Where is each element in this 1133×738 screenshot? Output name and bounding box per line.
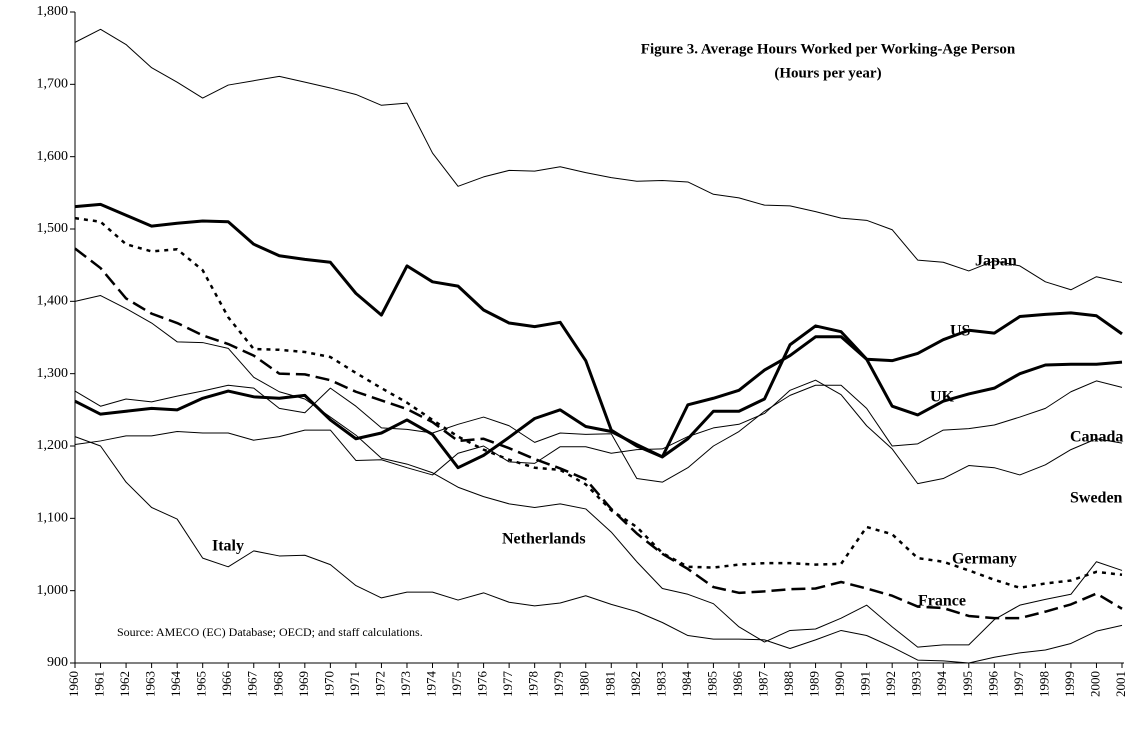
x-tick-label: 1976: [475, 671, 490, 698]
x-tick-label: 2000: [1087, 671, 1102, 697]
x-tick-label: 1978: [526, 671, 541, 697]
x-tick-label: 1998: [1036, 671, 1051, 697]
y-tick-label: 1,000: [37, 583, 69, 598]
x-tick-label: 1977: [500, 671, 515, 698]
y-tick-label: 1,500: [37, 221, 69, 236]
x-tick-label: 1994: [934, 671, 949, 698]
x-tick-label: 1987: [755, 671, 770, 698]
y-tick-label: 1,600: [37, 149, 69, 164]
series-line: [74, 202, 1123, 459]
series-label: US: [950, 323, 971, 340]
series-label: Netherlands: [502, 531, 586, 548]
x-tick-label: 1984: [679, 671, 694, 698]
x-tick-label: 1981: [602, 671, 617, 697]
x-tick-label: 1979: [551, 671, 566, 697]
series-line: [74, 324, 1123, 470]
series-label: Sweden: [1070, 490, 1123, 507]
y-tick-label: 1,700: [37, 77, 69, 92]
series-label: Canada: [1070, 429, 1123, 446]
x-tick-label: 1966: [219, 671, 234, 698]
y-tick-label: 1,100: [37, 511, 69, 526]
x-tick-label: 1982: [628, 671, 643, 697]
series-line: [74, 247, 1123, 620]
series-label: France: [918, 593, 966, 610]
x-tick-label: 1990: [832, 671, 847, 697]
x-tick-label: 1971: [347, 671, 362, 697]
series-line: [74, 436, 1123, 664]
x-tick-label: 1983: [653, 671, 668, 697]
x-tick-label: 2001: [1113, 671, 1128, 697]
x-tick-label: 1972: [372, 671, 387, 697]
y-tick-label: 1,200: [37, 438, 69, 453]
series-label: Japan: [975, 253, 1017, 270]
x-tick-label: 1991: [858, 671, 873, 697]
series-line: [74, 295, 1123, 648]
x-tick-label: 1975: [449, 671, 464, 697]
x-tick-label: 1996: [985, 671, 1000, 698]
x-tick-label: 1968: [270, 671, 285, 697]
y-tick-label: 1,400: [37, 294, 69, 309]
x-tick-label: 1989: [807, 671, 822, 697]
x-tick-label: 1961: [92, 671, 107, 697]
x-tick-label: 1960: [66, 671, 81, 697]
y-tick-label: 900: [47, 655, 68, 670]
chart-title: Figure 3. Average Hours Worked per Worki…: [641, 41, 1016, 57]
x-tick-label: 1993: [909, 671, 924, 697]
x-tick-label: 1963: [143, 671, 158, 697]
x-tick-label: 1973: [398, 671, 413, 697]
x-tick-label: 1999: [1062, 671, 1077, 697]
x-tick-label: 1985: [704, 671, 719, 697]
series-label: UK: [930, 389, 955, 406]
series-label: Italy: [212, 538, 244, 555]
source-note: Source: AMECO (EC) Database; OECD; and s…: [117, 625, 423, 639]
y-tick-label: 1,800: [37, 4, 69, 19]
x-tick-label: 1997: [1011, 671, 1026, 698]
series-line: [74, 380, 1123, 483]
x-tick-label: 1986: [730, 671, 745, 698]
series-line: [74, 216, 1123, 590]
chart-subtitle: (Hours per year): [774, 65, 881, 81]
x-tick-label: 1969: [296, 671, 311, 697]
x-tick-label: 1992: [883, 671, 898, 697]
x-tick-label: 1980: [577, 671, 592, 697]
y-tick-label: 1,300: [37, 366, 69, 381]
series-label: Germany: [952, 551, 1017, 568]
x-tick-label: 1995: [960, 671, 975, 697]
x-tick-label: 1965: [194, 671, 209, 697]
x-tick-label: 1964: [168, 671, 183, 698]
x-tick-label: 1967: [245, 671, 260, 698]
x-tick-label: 1970: [321, 671, 336, 697]
x-tick-label: 1962: [117, 671, 132, 697]
x-tick-label: 1988: [781, 671, 796, 697]
series-line: [74, 28, 1123, 291]
x-tick-label: 1974: [423, 671, 438, 698]
series-line: [74, 379, 1123, 485]
